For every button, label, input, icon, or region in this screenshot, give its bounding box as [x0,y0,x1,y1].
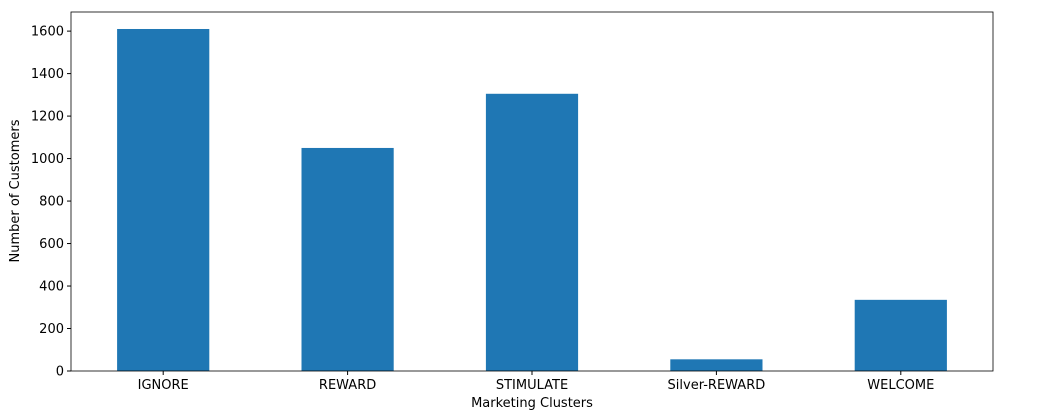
bar [485,93,579,371]
x-tick-label: REWARD [319,378,376,393]
y-tick-label: 1000 [31,152,64,167]
y-axis-label: Number of Customers [8,119,23,262]
y-tick-label: 1600 [31,25,64,40]
y-tick-label: 400 [39,280,64,295]
y-tick-label: 1200 [31,110,64,125]
bar [854,299,947,371]
x-tick-label: WELCOME [867,378,934,393]
plot-frame [70,11,994,372]
x-tick-label: IGNORE [138,378,189,393]
bar [117,28,210,372]
x-axis-label: Marketing Clusters [471,396,593,411]
y-tick-label: 800 [39,195,64,210]
bar [670,359,763,371]
x-tick-label: Silver-REWARD [668,378,766,393]
x-tick-label: STIMULATE [496,378,568,393]
y-tick-label: 0 [56,365,64,380]
y-tick-label: 600 [39,237,64,252]
y-tick-label: 1400 [31,67,64,82]
bar [301,147,394,371]
y-tick-label: 200 [39,322,64,337]
